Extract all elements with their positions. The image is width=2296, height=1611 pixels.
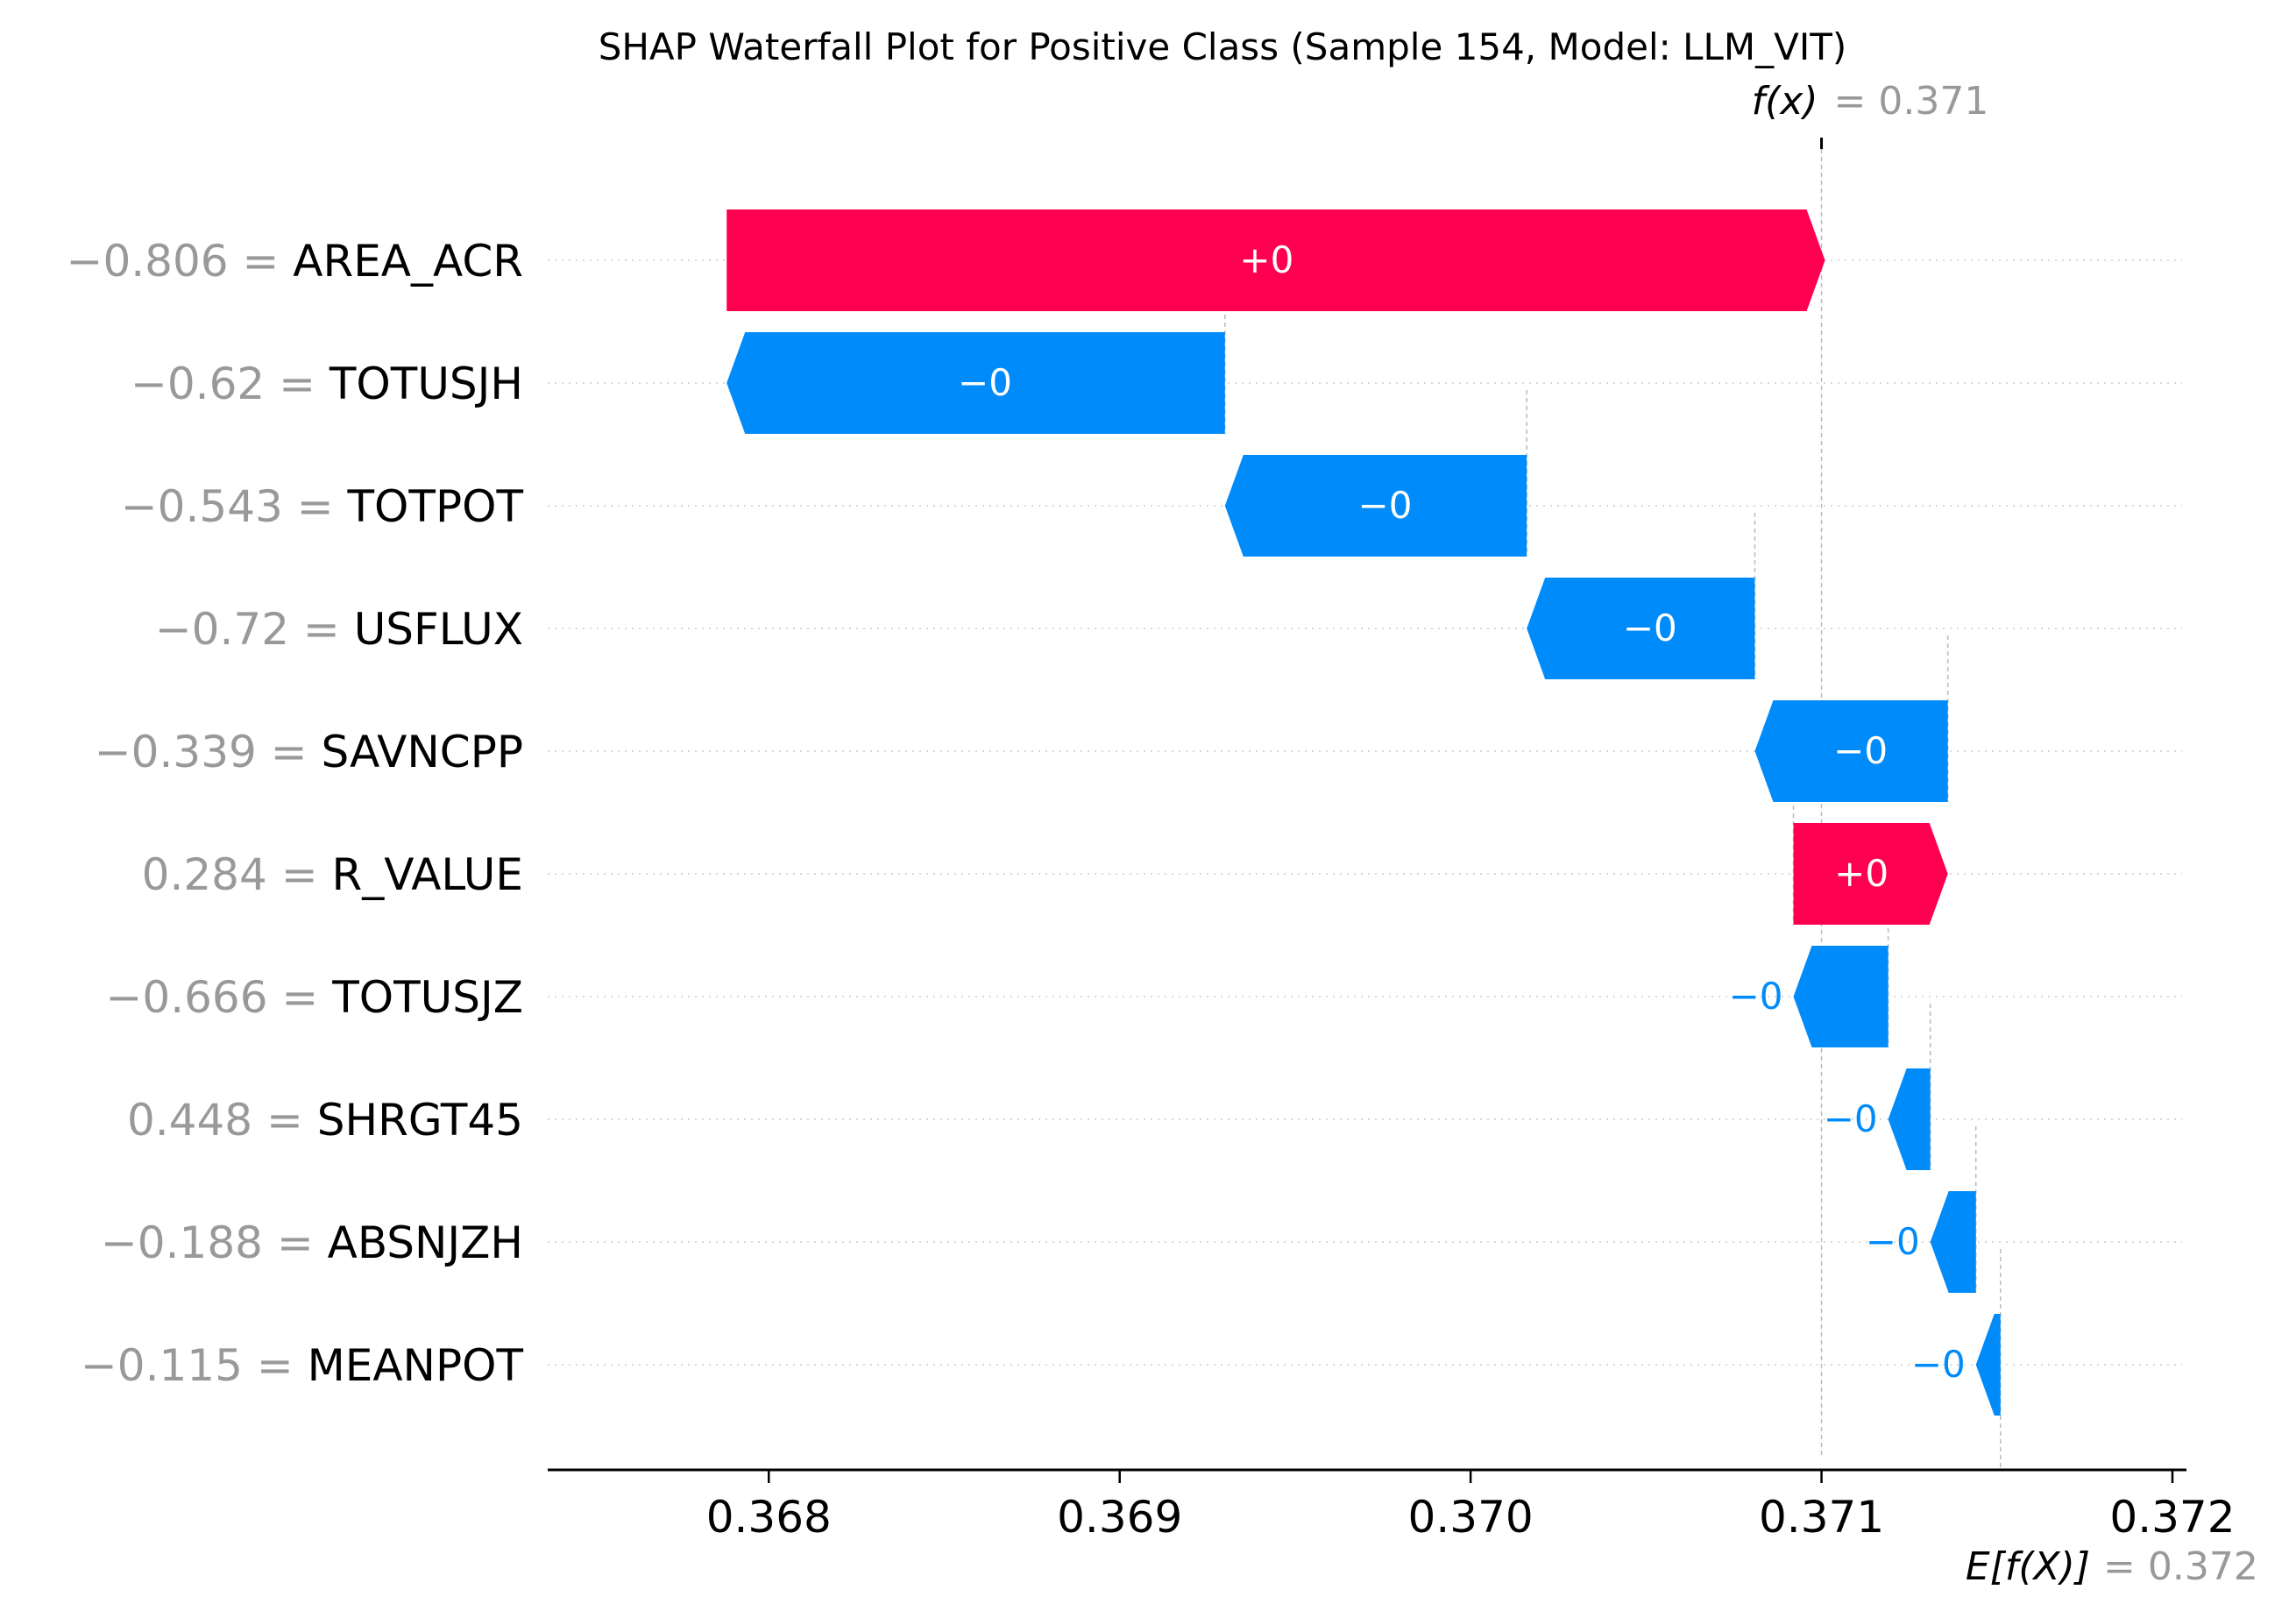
feature-value: −0.339 = [95, 727, 322, 777]
feature-name: MEANPOT [308, 1340, 524, 1391]
waterfall-bar [1793, 823, 1948, 925]
bar-value-label: +0 [1834, 852, 1889, 895]
feature-name: TOTUSJH [329, 358, 523, 409]
feature-value: −0.543 = [121, 481, 348, 532]
bar-value-label: −0 [1729, 975, 1783, 1018]
feature-label: −0.806 = AREA_ACR [67, 236, 523, 287]
feature-labels: −0.806 = AREA_ACR −0.62 = TOTUSJH −0.543 =… [67, 236, 524, 1391]
feature-label: 0.284 = R_VALUE [142, 849, 523, 900]
feature-label: 0.448 = SHRGT45 [127, 1095, 523, 1146]
x-tick-label: 0.369 [1057, 1492, 1182, 1543]
feature-label: −0.543 = TOTPOT [121, 481, 524, 532]
fx-value: = 0.371 [1834, 79, 1989, 124]
feature-name: R_VALUE [331, 849, 523, 900]
chart-title: SHAP Waterfall Plot for Positive Class (… [599, 25, 1847, 68]
feature-value: −0.666 = [106, 972, 333, 1023]
feature-name: AREA_ACR [293, 236, 523, 287]
x-axis: 0.368 0.369 0.370 0.371 0.372 [548, 1468, 2236, 1543]
bar-value-label: −0 [1824, 1097, 1878, 1140]
waterfall-bar [1930, 1191, 1976, 1293]
bar-value-label: −0 [1866, 1220, 1920, 1263]
efx-label: E[f(X)] [1966, 1544, 2090, 1589]
fx-annotation: f(x) = 0.371 [1752, 79, 1989, 149]
bar-value-label: −0 [1358, 484, 1413, 527]
x-tick-label: 0.371 [1759, 1492, 1884, 1543]
waterfall-bar [1888, 1068, 1931, 1170]
waterfall-bar [1793, 946, 1889, 1047]
waterfall-bar [1527, 578, 1755, 679]
feature-label: −0.115 = MEANPOT [81, 1340, 524, 1391]
feature-name: SAVNCPP [322, 727, 524, 777]
feature-name: SHRGT45 [317, 1095, 523, 1146]
feature-value: −0.806 = [67, 236, 294, 287]
feature-label: −0.339 = SAVNCPP [95, 727, 523, 777]
guide-lines [1224, 149, 2002, 1470]
feature-label: −0.62 = TOTUSJH [131, 358, 523, 409]
bar-value-label: −0 [1833, 729, 1888, 772]
feature-name: USFLUX [354, 604, 523, 655]
bar-value-label: +0 [1239, 238, 1293, 281]
feature-name: TOTUSJZ [331, 972, 523, 1023]
feature-value: −0.115 = [81, 1340, 308, 1391]
feature-value: −0.72 = [155, 604, 354, 655]
x-ticks: 0.368 0.369 0.370 0.371 0.372 [706, 1470, 2236, 1543]
x-tick-label: 0.370 [1408, 1492, 1534, 1543]
feature-value: 0.284 = [142, 849, 332, 900]
waterfall-bar [726, 332, 1225, 434]
efx-annotation: E[f(X)] = 0.372 [1966, 1544, 2258, 1589]
waterfall-bar [726, 209, 1825, 311]
feature-label: −0.72 = USFLUX [155, 604, 523, 655]
bar-value-label: −0 [1911, 1343, 1966, 1386]
feature-label: −0.666 = TOTUSJZ [106, 972, 524, 1023]
feature-value: −0.62 = [131, 358, 330, 409]
feature-value: −0.188 = [101, 1217, 328, 1268]
x-tick-label: 0.372 [2109, 1492, 2235, 1543]
waterfall-bars: +0 −0 −0 −0 −0 +0 −0 −0 −0 −0 [726, 209, 2001, 1416]
bar-value-label: −0 [958, 361, 1012, 404]
feature-label: −0.188 = ABSNJZH [101, 1217, 523, 1268]
feature-name: ABSNJZH [328, 1217, 523, 1268]
feature-value: 0.448 = [127, 1095, 317, 1146]
feature-name: TOTPOT [347, 481, 524, 532]
waterfall-bar [1975, 1314, 2001, 1416]
waterfall-bar [1754, 700, 1948, 802]
waterfall-bar [1224, 455, 1527, 557]
bar-value-label: −0 [1623, 607, 1677, 649]
efx-value: = 0.372 [2103, 1544, 2258, 1589]
fx-label: f(x) [1752, 79, 1818, 124]
x-tick-label: 0.368 [706, 1492, 832, 1543]
